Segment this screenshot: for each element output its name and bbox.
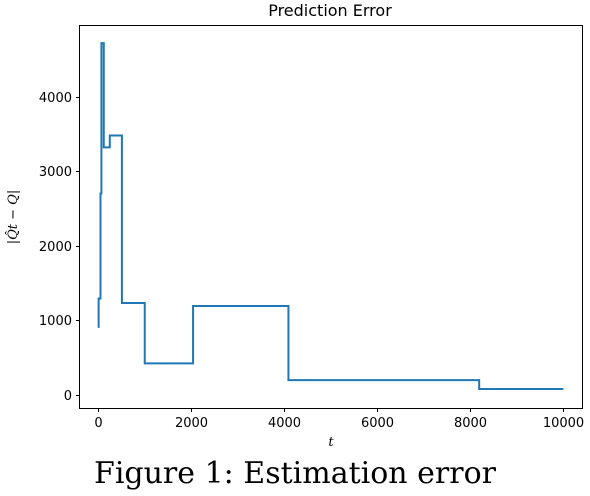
x-tick-label: 2000	[175, 416, 208, 431]
figure-caption: Figure 1: Estimation error	[94, 456, 496, 491]
y-tick-label: 2000	[39, 240, 72, 255]
plot-area	[97, 42, 564, 391]
x-axis: 0 2000 4000 6000 8000 10000	[94, 408, 584, 431]
y-tick-label: 0	[64, 389, 72, 404]
y-axis-label: |Q̂t − Q|	[5, 190, 21, 244]
x-axis-label: t	[328, 435, 334, 450]
plot-frame	[79, 25, 583, 409]
x-tick-label: 8000	[454, 416, 487, 431]
y-tick-label: 3000	[39, 165, 72, 180]
line-chart: Prediction Error 0 2000 4000 6000 8000 10000 …	[5, 1, 585, 450]
x-tick-label: 10000	[543, 416, 584, 431]
y-tick-label: 1000	[39, 314, 72, 329]
chart-title: Prediction Error	[268, 1, 392, 20]
x-tick-label: 0	[94, 416, 102, 431]
y-axis: 0 1000 2000 3000 4000	[39, 91, 80, 404]
y-tick-label: 4000	[39, 91, 72, 106]
error-series-line	[97, 42, 564, 391]
x-tick-label: 6000	[361, 416, 394, 431]
x-tick-label: 4000	[268, 416, 301, 431]
